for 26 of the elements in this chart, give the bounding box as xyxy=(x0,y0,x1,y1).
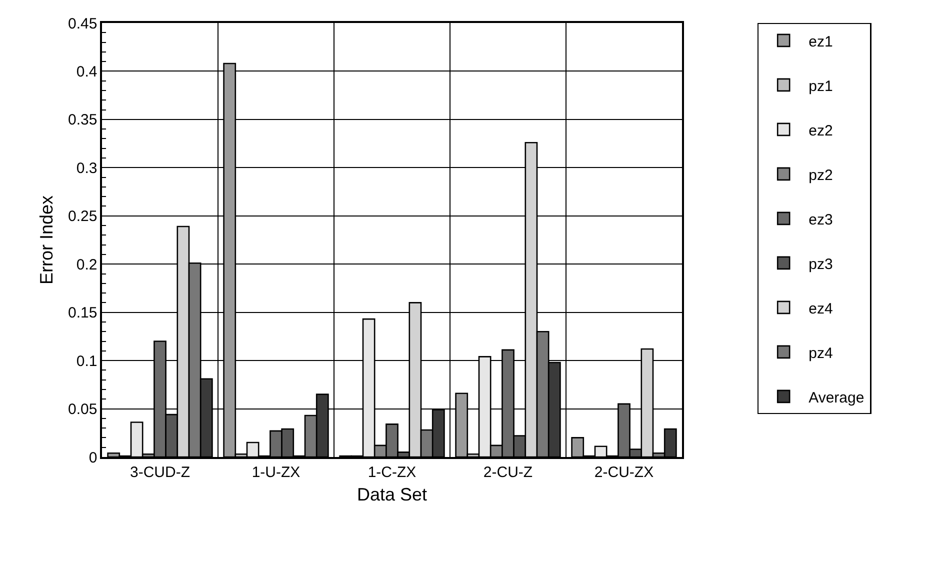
y-tick-label: 0.25 xyxy=(68,208,98,226)
y-tick-label: 0.05 xyxy=(68,401,98,418)
legend-label: pz1 xyxy=(808,78,833,95)
legend-label: ez1 xyxy=(808,33,833,50)
y-axis-title: Error Index xyxy=(36,195,57,285)
legend-label: ez4 xyxy=(808,300,833,318)
legend-label: ez2 xyxy=(808,122,833,140)
legend-label: pz3 xyxy=(808,256,833,273)
y-tick-label: 0.2 xyxy=(76,256,98,274)
y-tick-label: 0.35 xyxy=(68,112,98,129)
y-tick-label: 0.15 xyxy=(68,304,98,322)
legend-label: pz2 xyxy=(808,166,833,184)
legend-label: ez3 xyxy=(808,211,833,228)
x-tick-label: 1-U-ZX xyxy=(252,464,300,481)
x-tick-label: 1-C-ZX xyxy=(368,464,416,481)
x-tick-label: 2-CU-Z xyxy=(483,464,533,481)
legend-label: pz4 xyxy=(808,344,833,362)
x-tick-label: 3-CUD-Z xyxy=(130,464,190,481)
y-tick-label: 0 xyxy=(88,449,98,466)
y-tick-label: 0.45 xyxy=(68,15,98,32)
legend-label: Average xyxy=(808,389,864,406)
y-tick-label: 0.3 xyxy=(76,160,98,177)
y-tick-label: 0.4 xyxy=(76,63,98,80)
x-tick-label: 2-CU-ZX xyxy=(594,464,654,481)
y-tick-label: 0.1 xyxy=(76,352,98,370)
x-axis-title: Data Set xyxy=(356,484,428,504)
